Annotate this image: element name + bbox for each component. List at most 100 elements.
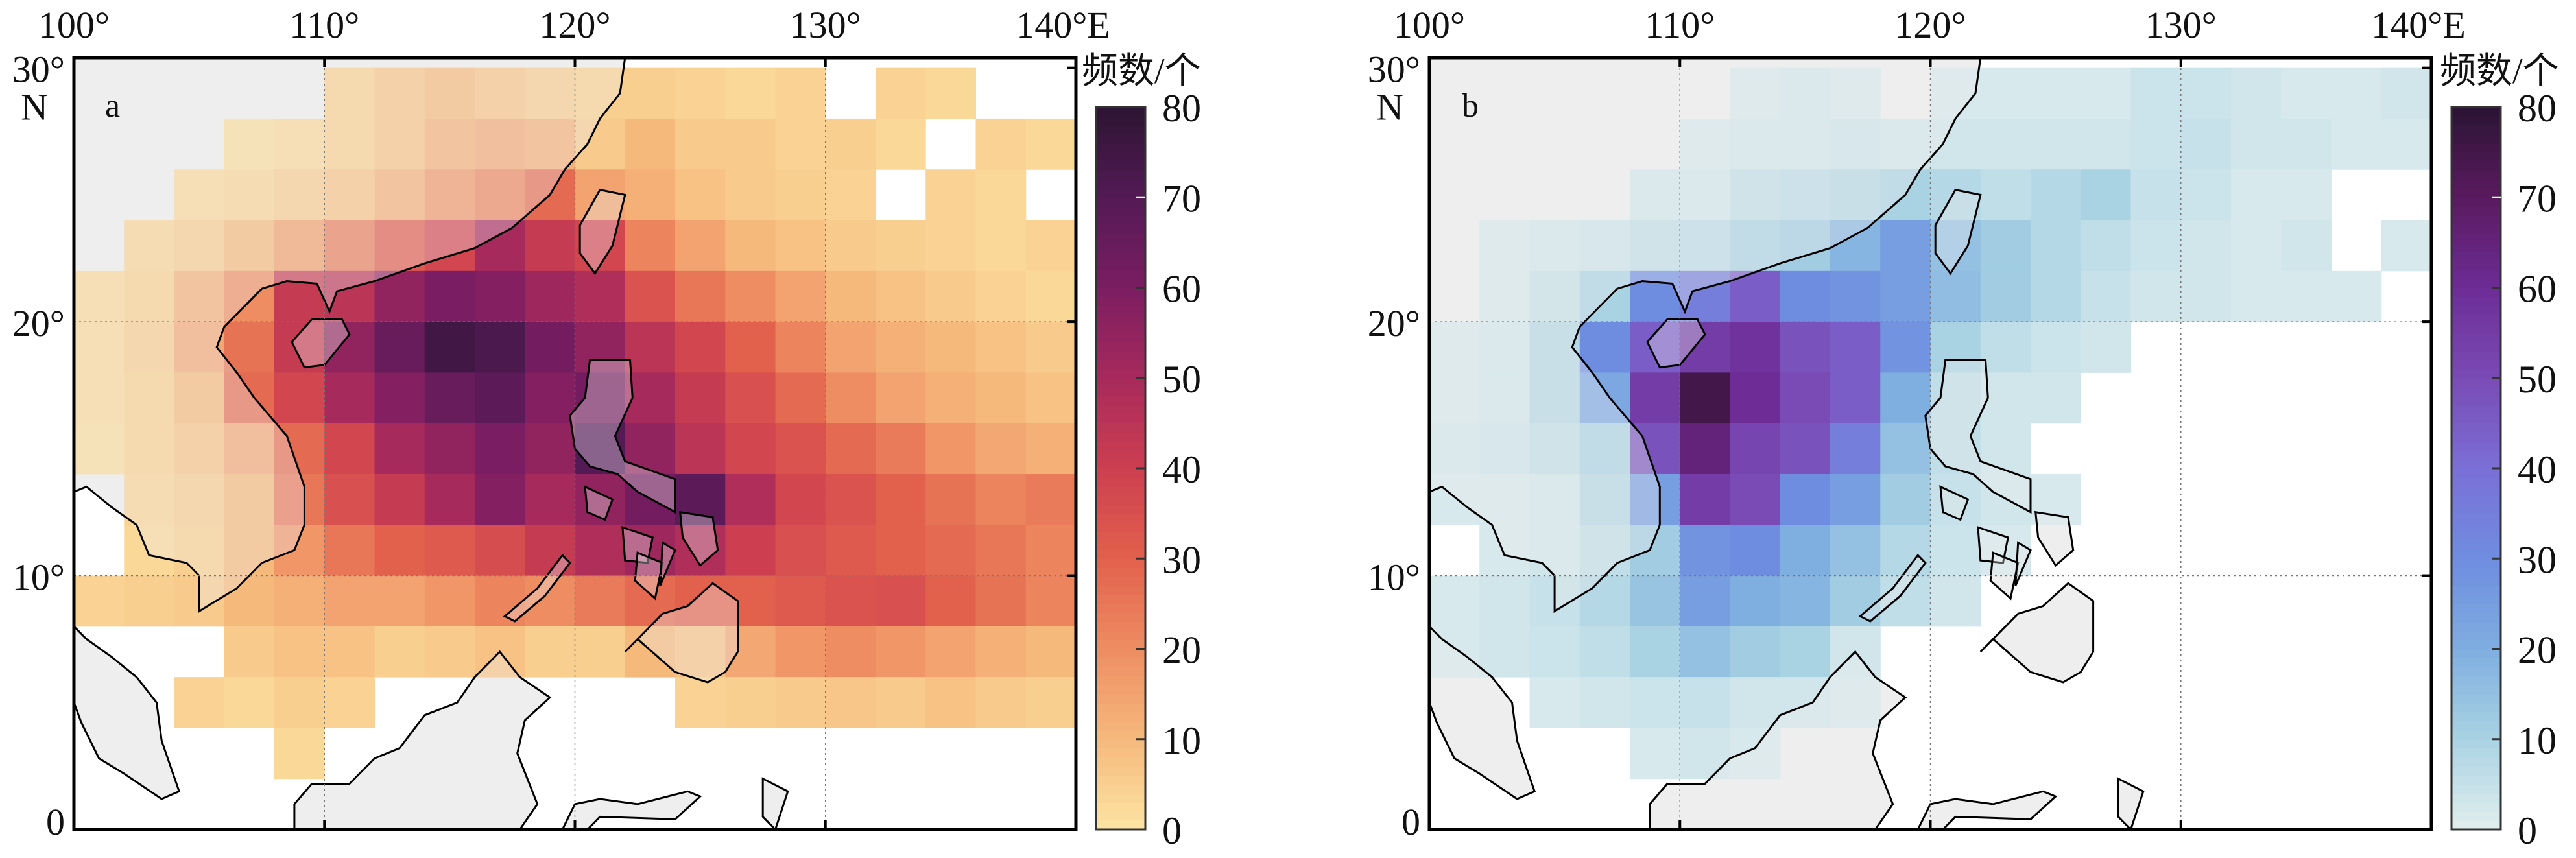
heatmap-cell [274, 677, 325, 728]
heatmap-cell [2180, 67, 2232, 119]
heatmap-cell [625, 118, 676, 170]
heatmap-cell [224, 473, 275, 525]
colorbar-segment [1096, 802, 1145, 812]
colorbar-segment [1096, 423, 1145, 433]
heatmap-cell [525, 473, 575, 525]
heatmap-cell [1980, 220, 2031, 272]
heatmap-cell [775, 473, 826, 525]
heatmap-cell [224, 626, 275, 678]
heatmap-cell [1930, 322, 1981, 373]
colorbar-segment [1096, 387, 1145, 397]
heatmap-cell [1830, 118, 1881, 170]
heatmap-cell [1479, 270, 1530, 322]
colorbar-segment [1096, 621, 1145, 632]
coastline-samar [2034, 510, 2075, 567]
colorbar-segment [1096, 206, 1145, 216]
heatmap-cell [975, 322, 1027, 373]
heatmap-cell [1730, 118, 1781, 170]
heatmap-cell [2331, 118, 2382, 170]
colorbar-segment [1096, 513, 1145, 523]
heatmap-cell [725, 423, 776, 475]
colorbar-tick-label: 40 [2518, 448, 2557, 491]
heatmap-cell [74, 423, 125, 475]
colorbar-segment [1096, 739, 1145, 749]
colorbar-segment [1096, 639, 1145, 650]
heatmap-cell [475, 575, 525, 627]
colorbar-segment [2451, 721, 2501, 731]
heatmap-cell [1579, 322, 1630, 373]
heatmap-cell [825, 626, 876, 678]
heatmap-cell [1980, 423, 2031, 475]
y-tick-label: 30° [1368, 49, 1420, 91]
colorbar-segment [1096, 441, 1145, 451]
heatmap-cell [1680, 169, 1730, 221]
heatmap-cell [324, 270, 375, 322]
colorbar-segment [1096, 757, 1145, 767]
colorbar-segment [1096, 567, 1145, 577]
heatmap-cell [925, 220, 976, 272]
heatmap-cell [1880, 423, 1931, 475]
colorbar-tick-label: 70 [2518, 177, 2557, 220]
heatmap-cell [1680, 372, 1730, 424]
y-tick-label: 0 [1401, 801, 1420, 843]
colorbar-segment [1096, 450, 1145, 460]
colorbar-segment [1096, 215, 1145, 225]
heatmap-cell [2031, 372, 2081, 424]
colorbar-segment [2451, 134, 2501, 144]
colorbar-segment [1096, 549, 1145, 559]
colorbar-segment [1096, 350, 1145, 361]
heatmap-cell [825, 322, 876, 373]
colorbar-tick-label: 60 [1162, 268, 1201, 311]
colorbar-tick-label: 50 [1162, 358, 1201, 401]
heatmap-cell [1730, 473, 1781, 525]
colorbar-segment [2451, 649, 2501, 659]
heatmap-cell [525, 423, 575, 475]
colorbar-segment [2451, 793, 2501, 803]
colorbar-segment [1096, 477, 1145, 487]
heatmap-cell [224, 525, 275, 577]
colorbar-segment [1096, 152, 1145, 162]
heatmap-cell [1730, 372, 1781, 424]
x-tick-label: 130° [2145, 4, 2217, 46]
colorbar-segment [1096, 296, 1145, 306]
heatmap-cell [374, 372, 425, 424]
heatmap-cell [876, 270, 926, 322]
coastline-hainan [1646, 318, 1706, 369]
colorbar-segment [2451, 350, 2501, 361]
heatmap-cell [625, 169, 676, 221]
x-tick-label: 100° [1394, 4, 1465, 46]
heatmap-cell [374, 575, 425, 627]
x-tick-label: 110° [289, 4, 359, 46]
colorbar-segment [2451, 414, 2501, 423]
coastline-mindanao [1979, 582, 2095, 684]
colorbar-segment [2451, 766, 2501, 776]
colorbar-segment [1096, 170, 1145, 180]
heatmap-cell [725, 169, 776, 221]
colorbar-segment [2451, 342, 2501, 352]
heatmap-cell [1830, 270, 1881, 322]
colorbar-tick-label: 0 [2518, 809, 2537, 852]
colorbar-segment [2451, 333, 2501, 342]
heatmap-cell [876, 423, 926, 475]
colorbar-segment [2451, 197, 2501, 207]
heatmap-cell [2281, 67, 2332, 119]
heatmap-cell [925, 677, 976, 728]
heatmap-cell [1880, 118, 1931, 170]
heatmap-cell [825, 575, 876, 627]
colorbar-tick-label: 60 [2518, 268, 2557, 311]
colorbar-segment [2451, 233, 2501, 243]
heatmap-cell [525, 322, 575, 373]
heatmap-cell [1780, 220, 1831, 272]
heatmap-cell [925, 169, 976, 221]
heatmap-cell [675, 677, 726, 728]
heatmap-cell [725, 220, 776, 272]
heatmap-cell [1579, 677, 1630, 728]
colorbar-segment [2451, 224, 2501, 234]
heatmap-cell [725, 67, 776, 119]
heatmap-cell [675, 473, 726, 525]
colorbar-segment [2451, 441, 2501, 451]
heatmap-cell [1025, 677, 1077, 728]
heatmap-cell [1680, 677, 1730, 728]
colorbar-segment [1096, 396, 1145, 406]
